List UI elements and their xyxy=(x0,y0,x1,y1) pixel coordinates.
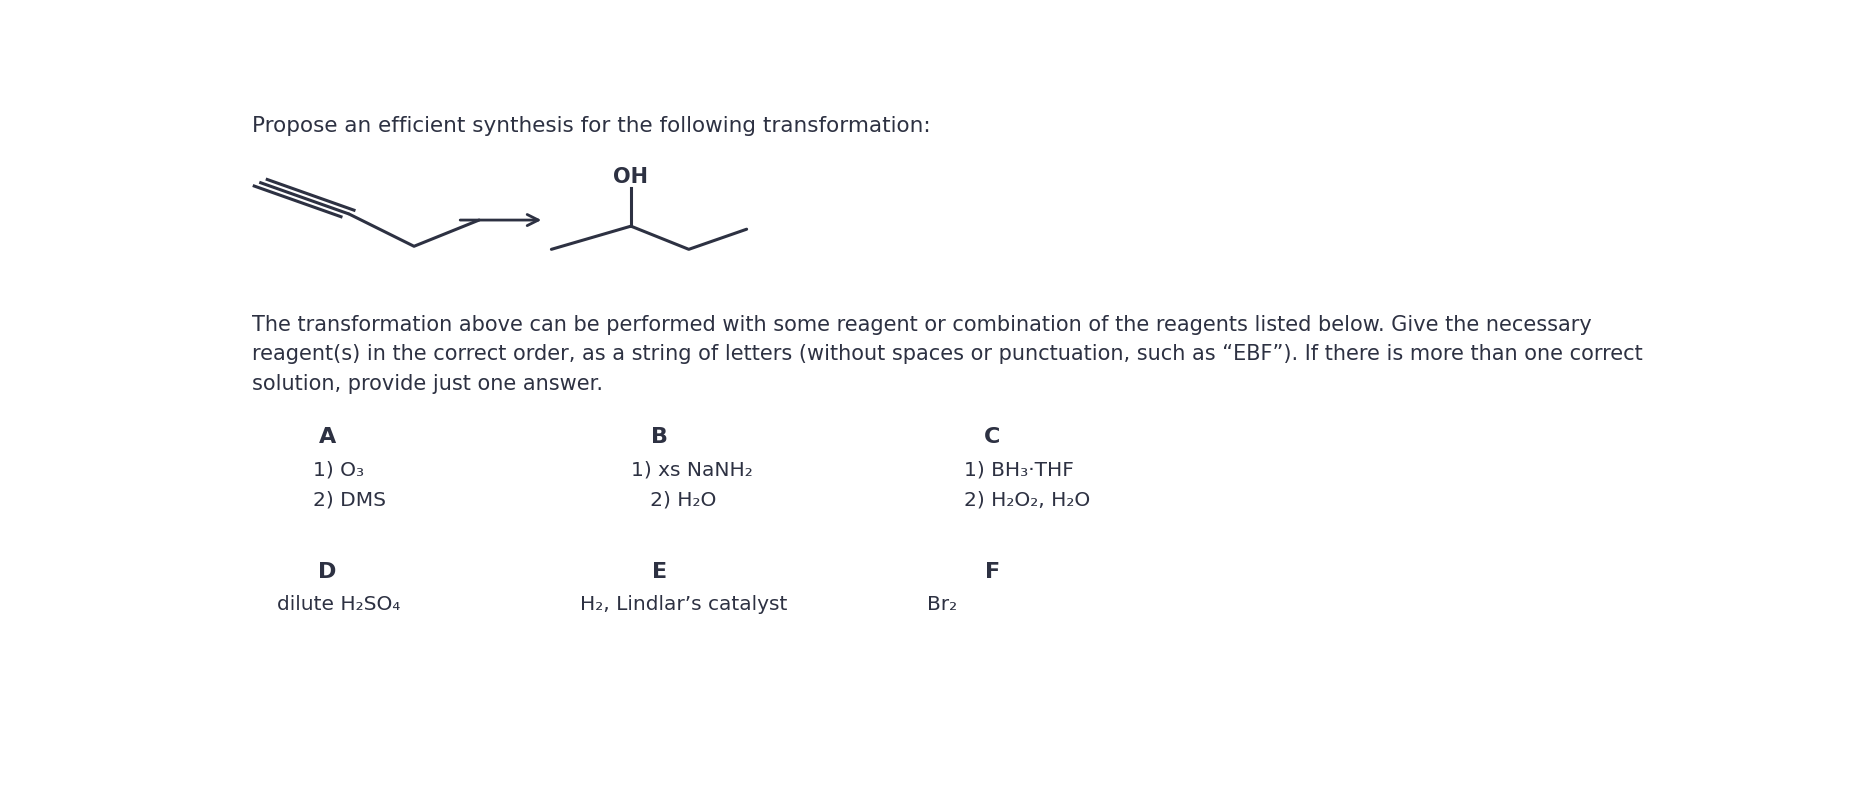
Text: A: A xyxy=(319,428,336,447)
Text: dilute H₂SO₄: dilute H₂SO₄ xyxy=(276,595,399,614)
Text: 1) xs NaNH₂
   2) H₂O: 1) xs NaNH₂ 2) H₂O xyxy=(631,461,752,509)
Text: Br₂: Br₂ xyxy=(927,595,957,614)
Text: The transformation above can be performed with some reagent or combination of th: The transformation above can be performe… xyxy=(252,314,1642,394)
Text: 1) BH₃·THF
2) H₂O₂, H₂O: 1) BH₃·THF 2) H₂O₂, H₂O xyxy=(963,461,1090,509)
Text: OH: OH xyxy=(614,167,649,187)
Text: E: E xyxy=(653,562,668,581)
Text: F: F xyxy=(985,562,1000,581)
Text: D: D xyxy=(317,562,336,581)
Text: C: C xyxy=(983,428,1000,447)
Text: Propose an efficient synthesis for the following transformation:: Propose an efficient synthesis for the f… xyxy=(252,116,931,136)
Text: B: B xyxy=(651,428,668,447)
Text: 1) O₃
2) DMS: 1) O₃ 2) DMS xyxy=(313,461,386,509)
Text: H₂, Lindlar’s catalyst: H₂, Lindlar’s catalyst xyxy=(580,595,787,614)
